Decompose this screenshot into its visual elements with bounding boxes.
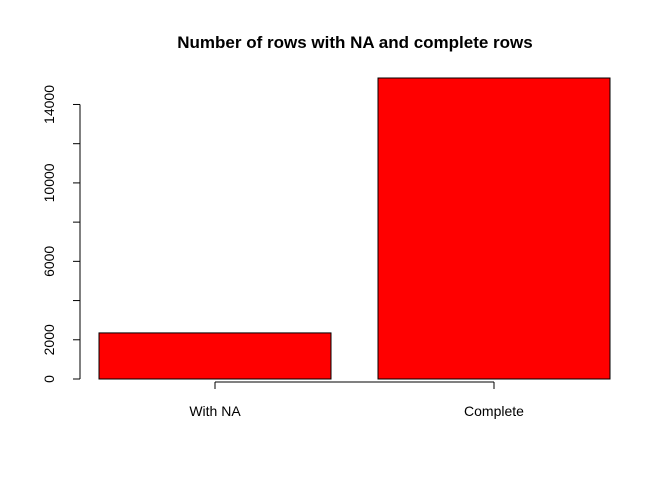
y-axis: 0 2000 6000 10000 14000	[41, 85, 81, 383]
bars	[98, 77, 611, 380]
y-tick-label: 6000	[41, 246, 57, 277]
bar-complete	[377, 77, 611, 380]
chart-title: Number of rows with NA and complete rows	[177, 33, 532, 52]
y-tick-label: 0	[41, 375, 57, 383]
x-axis: With NA Complete	[189, 381, 524, 419]
y-tick-label: 10000	[41, 163, 57, 202]
y-tick-label: 14000	[41, 85, 57, 124]
x-tick-label: Complete	[464, 403, 524, 419]
y-tick-label: 2000	[41, 324, 57, 355]
x-tick-label: With NA	[189, 403, 241, 419]
bar-with-na	[98, 332, 332, 380]
